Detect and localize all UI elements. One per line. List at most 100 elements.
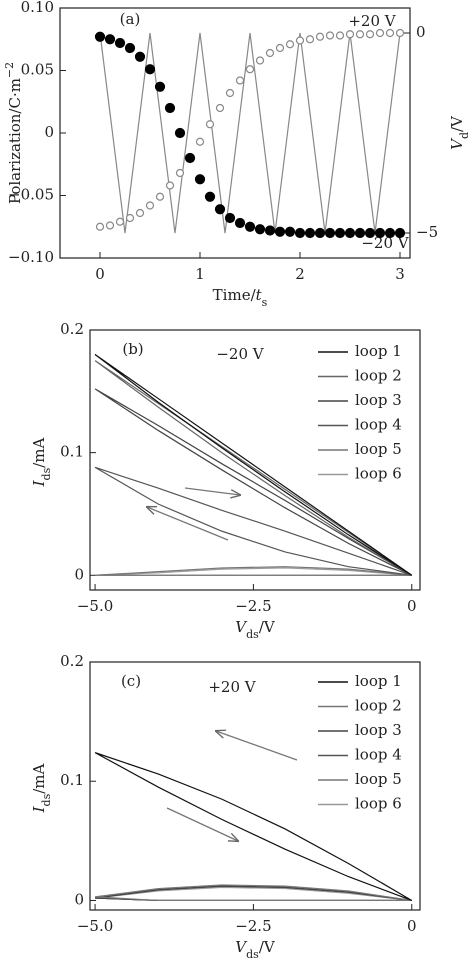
data-point [314,227,326,239]
legend-label: loop 2 [355,697,402,715]
label-part: /V [259,618,276,636]
annotation: +20 V [348,12,396,30]
label-part: s [262,296,268,309]
data-line [99,32,401,234]
x-tick-label: 0 [407,597,417,615]
data-point [374,227,386,239]
data-line [94,466,412,576]
arrow [166,807,238,841]
label-part: d [458,132,471,139]
data-point [265,48,275,58]
x-tick-label: 2 [295,265,305,283]
y-axis-label: Ids/mA [30,763,53,813]
label-part: Polarization/C·m [6,78,24,204]
y-tick-label: 0.2 [60,320,84,338]
x-tick-label: 0 [407,917,417,935]
label-part: /V [448,115,466,132]
arrow [147,507,229,541]
data-point [144,64,156,75]
y-tick-label: 0 [74,890,84,908]
data-point [174,127,186,139]
data-point [275,43,285,53]
y-tick-label: −0.10 [8,248,54,266]
label-part: V [235,938,248,956]
legend-label: loop 4 [355,416,402,434]
data-point [195,137,205,146]
x-tick-label: −2.5 [235,917,271,935]
data-point [215,103,225,113]
data-point [124,42,136,54]
arrow [216,731,298,761]
y2-tick-label: −5 [416,223,438,241]
data-point [245,65,255,74]
data-point [365,30,375,39]
data-point [155,192,165,201]
data-point [164,102,176,114]
legend-label: loop 5 [355,770,402,788]
data-point [225,88,235,98]
data-point [105,221,115,230]
data-point [235,76,245,85]
label-part: /mA [30,763,48,793]
arrow [184,487,240,495]
panel-label: (c) [121,672,141,690]
data-point [284,226,296,237]
legend-label: loop 4 [355,746,402,764]
y-axis-label: Ids/mA [30,437,53,487]
annotation: −20 V [216,345,264,363]
x-tick-label: 1 [195,265,205,283]
legend-label: loop 5 [355,440,402,458]
y-tick-label: 0.05 [21,61,54,79]
data-point [355,30,365,39]
legend-label: loop 1 [355,672,402,690]
data-point [315,32,325,41]
label-part: ds [40,793,53,806]
data-point [385,28,395,38]
x-tick-label: −2.5 [235,597,271,615]
data-point [175,168,185,178]
annotation: +20 V [208,678,256,696]
label-part: ds [246,628,259,641]
plot-frame [89,329,421,591]
data-point [134,51,146,62]
label-part: I [30,805,48,813]
y-tick-label: 0 [74,565,84,583]
y2-axis-label: Vd/V [448,115,471,150]
legend-label: loop 6 [355,795,402,813]
data-point [324,227,336,239]
legend-label: loop 1 [355,342,402,360]
data-point [394,227,406,239]
label-part: V [448,137,466,150]
label-part: I [30,479,48,487]
data-point [145,201,155,210]
y-tick-label: 0.2 [60,652,84,670]
data-line [95,566,412,576]
label-part: ds [246,948,259,961]
y-tick-label: 0 [44,123,54,141]
data-point [395,28,405,38]
x-tick-label: 0 [95,265,105,283]
data-point [214,204,226,215]
label-part: /mA [30,437,48,467]
data-point [244,221,256,232]
data-point [384,227,396,239]
data-point [344,227,356,239]
legend-label: loop 3 [355,391,402,409]
data-line [94,354,413,576]
data-line [94,752,413,902]
y2-tick-label: 0 [416,23,426,41]
data-point [114,37,126,49]
data-point [135,208,145,218]
label-part: −2 [3,62,16,78]
label-part: t [256,286,263,304]
data-point [285,40,295,49]
data-point [104,34,116,45]
data-point [255,56,265,65]
data-point [154,81,166,92]
x-axis-label: Vds/V [235,938,276,961]
data-point [205,120,215,129]
data-point [295,36,305,45]
y-tick-label: 0.10 [21,0,54,16]
panel-label: (a) [120,10,141,28]
data-point [204,191,216,202]
